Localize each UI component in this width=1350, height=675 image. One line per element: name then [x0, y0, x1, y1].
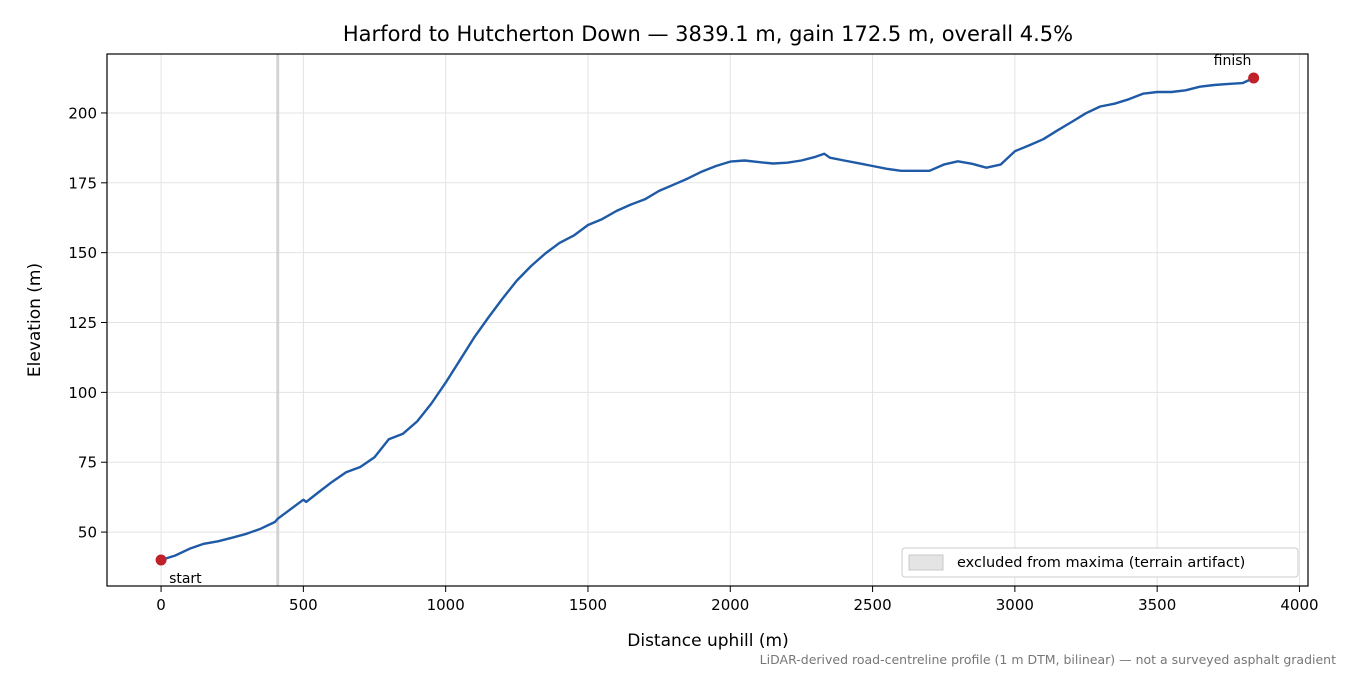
- y-axis-ticks: 50 75 100 125 150 175 200: [68, 104, 107, 542]
- start-label: start: [169, 571, 202, 587]
- x-axis-label: Distance uphill (m): [627, 631, 788, 651]
- start-marker: [155, 554, 167, 566]
- excluded-band: [276, 54, 280, 586]
- finish-label: finish: [1214, 53, 1252, 69]
- y-tick-label: 200: [68, 104, 97, 122]
- x-tick-label: 2500: [853, 596, 891, 614]
- footnote: LiDAR-derived road-centreline profile (1…: [760, 652, 1336, 667]
- x-tick-label: 3000: [996, 596, 1034, 614]
- series-group: [160, 76, 1255, 562]
- y-tick-label: 75: [78, 454, 97, 472]
- y-tick-label: 100: [68, 384, 97, 402]
- excluded-region: [276, 54, 280, 586]
- x-tick-label: 1500: [569, 596, 607, 614]
- x-tick-label: 0: [156, 596, 166, 614]
- chart-title: Harford to Hutcherton Down — 3839.1 m, g…: [343, 22, 1073, 46]
- x-tick-label: 3500: [1138, 596, 1176, 614]
- x-tick-label: 2000: [711, 596, 749, 614]
- y-tick-label: 50: [78, 524, 97, 542]
- finish-marker: [1248, 72, 1260, 84]
- x-tick-label: 1000: [427, 596, 465, 614]
- x-tick-label: 500: [289, 596, 318, 614]
- legend-box: [901, 547, 1299, 578]
- legend: excluded from maxima (terrain artifact): [901, 547, 1299, 578]
- x-axis-ticks: 0 500 1000 1500 2000 2500 3000 3500 4000: [156, 586, 1319, 614]
- endpoint-markers: start finish: [155, 53, 1260, 587]
- legend-swatch-excluded: [908, 554, 944, 571]
- y-tick-label: 125: [68, 314, 97, 332]
- plot-frame: [106, 53, 1309, 587]
- legend-label-excluded: excluded from maxima (terrain artifact): [957, 555, 1245, 571]
- series-line-elevation: [160, 76, 1255, 562]
- y-tick-label: 150: [68, 244, 97, 262]
- gridlines: [107, 54, 1308, 586]
- y-tick-label: 175: [68, 174, 97, 192]
- y-axis-label: Elevation (m): [25, 263, 45, 377]
- x-tick-label: 4000: [1280, 596, 1318, 614]
